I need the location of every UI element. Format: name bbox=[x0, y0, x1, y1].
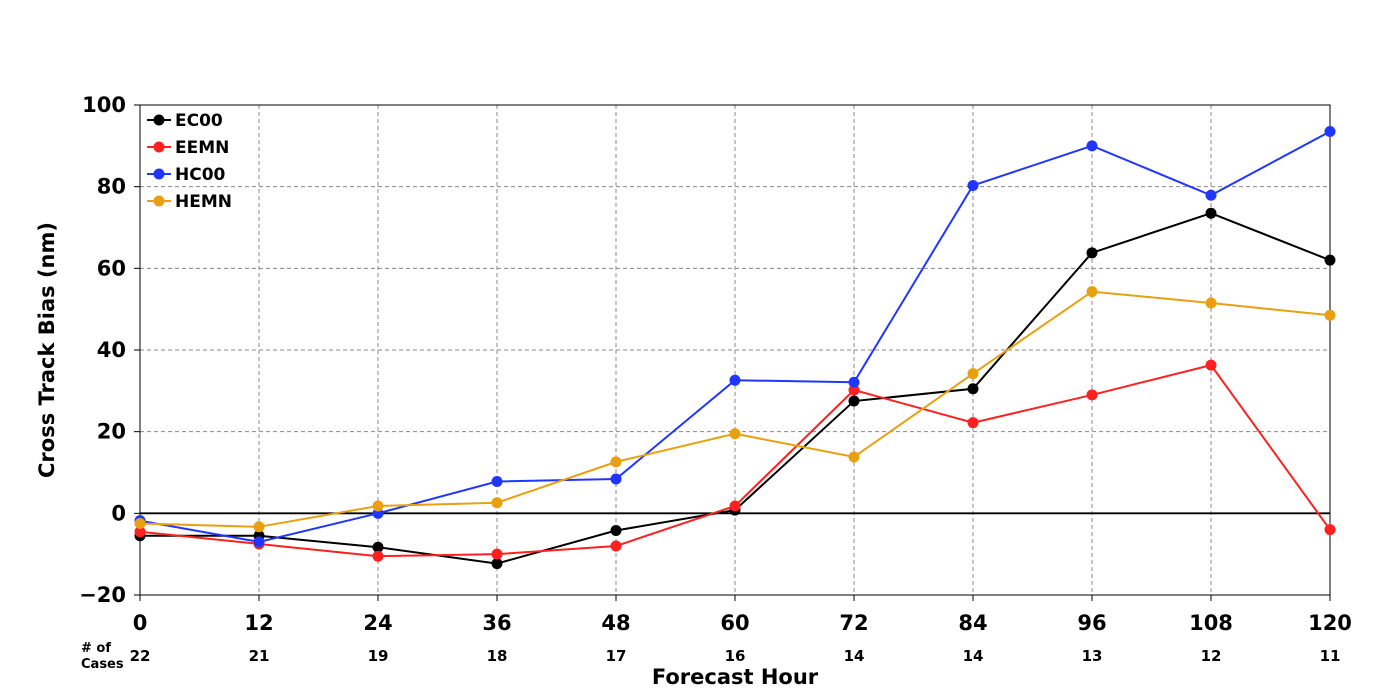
x-tick-label: 72 bbox=[839, 611, 868, 635]
data-point-hemn bbox=[1086, 286, 1098, 298]
data-point-ec00 bbox=[491, 558, 503, 570]
case-count-label: 12 bbox=[1201, 647, 1222, 665]
data-point-ec00 bbox=[1205, 207, 1217, 219]
legend-item-eemn: EEMN bbox=[147, 138, 229, 158]
data-point-hc00 bbox=[729, 374, 741, 386]
legend-item-hemn: HEMN bbox=[147, 192, 232, 212]
data-point-hemn bbox=[134, 518, 146, 530]
data-point-hemn bbox=[610, 456, 622, 468]
case-count-label: 14 bbox=[963, 647, 984, 665]
series-hemn bbox=[134, 286, 1336, 533]
data-point-hemn bbox=[729, 428, 741, 440]
data-point-eemn bbox=[967, 417, 979, 429]
legend-label-ec00: EC00 bbox=[175, 111, 223, 131]
legend: EC00 EEMN HC00 HEMN bbox=[147, 111, 232, 212]
case-count-label: 18 bbox=[487, 647, 508, 665]
data-point-hc00 bbox=[253, 536, 265, 548]
data-point-hc00 bbox=[967, 179, 979, 191]
case-count-label: 11 bbox=[1320, 647, 1341, 665]
data-point-ec00 bbox=[1324, 254, 1336, 266]
case-count-label: 16 bbox=[725, 647, 746, 665]
legend-label-eemn: EEMN bbox=[175, 138, 229, 158]
data-point-hc00 bbox=[491, 475, 503, 487]
data-point-hemn bbox=[967, 368, 979, 380]
data-point-eemn bbox=[848, 384, 860, 396]
data-point-eemn bbox=[1205, 359, 1217, 371]
case-count-label: 19 bbox=[368, 647, 389, 665]
data-point-hc00 bbox=[1205, 189, 1217, 201]
x-tick-label: 96 bbox=[1077, 611, 1106, 635]
x-tick-label: 120 bbox=[1308, 611, 1352, 635]
x-tick-label: 0 bbox=[133, 611, 148, 635]
data-point-eemn bbox=[610, 540, 622, 552]
data-point-hemn bbox=[253, 521, 265, 533]
y-tick-label: 0 bbox=[111, 501, 126, 525]
data-point-ec00 bbox=[1086, 247, 1098, 259]
x-tick-label: 60 bbox=[720, 611, 749, 635]
data-point-hc00 bbox=[610, 473, 622, 485]
series-hc00 bbox=[134, 126, 1336, 548]
series-eemn bbox=[134, 359, 1336, 562]
case-count-label: 17 bbox=[606, 647, 627, 665]
x-tick-label: 108 bbox=[1189, 611, 1233, 635]
x-tick-label: 48 bbox=[601, 611, 630, 635]
data-point-ec00 bbox=[372, 541, 384, 553]
x-tick-label: 24 bbox=[363, 611, 392, 635]
data-point-hemn bbox=[372, 500, 384, 512]
data-point-hemn bbox=[491, 497, 503, 509]
case-count-label: 13 bbox=[1082, 647, 1103, 665]
y-tick-label: 40 bbox=[97, 338, 126, 362]
legend-marker-hc00 bbox=[153, 168, 165, 180]
legend-marker-ec00 bbox=[153, 114, 165, 126]
data-point-ec00 bbox=[967, 383, 979, 395]
legend-marker-eemn bbox=[153, 141, 165, 153]
data-point-eemn bbox=[1324, 524, 1336, 536]
case-count-label: 22 bbox=[130, 647, 151, 665]
data-point-hemn bbox=[1205, 297, 1217, 309]
data-point-hemn bbox=[848, 451, 860, 463]
cases-caption-line-1: # of bbox=[81, 641, 111, 656]
y-tick-label: 100 bbox=[82, 93, 126, 117]
y-tick-label: 20 bbox=[97, 420, 126, 444]
data-point-eemn bbox=[729, 500, 741, 512]
data-point-ec00 bbox=[848, 395, 860, 407]
data-point-ec00 bbox=[610, 524, 622, 536]
legend-item-hc00: HC00 bbox=[147, 165, 226, 185]
x-tick-label: 36 bbox=[482, 611, 511, 635]
y-tick-label: 80 bbox=[97, 175, 126, 199]
legend-marker-hemn bbox=[153, 195, 165, 207]
legend-label-hc00: HC00 bbox=[175, 165, 226, 185]
data-point-hc00 bbox=[848, 376, 860, 388]
case-count-label: 21 bbox=[249, 647, 270, 665]
series-layer bbox=[134, 126, 1336, 570]
x-axis-title: Forecast Hour bbox=[652, 665, 819, 689]
legend-item-ec00: EC00 bbox=[147, 111, 223, 131]
data-point-eemn bbox=[134, 526, 146, 538]
y-tick-label: 60 bbox=[97, 256, 126, 280]
data-point-eemn bbox=[372, 550, 384, 562]
y-tick-label: −20 bbox=[79, 583, 126, 607]
cases-caption-line-2: Cases bbox=[81, 657, 124, 672]
data-point-hemn bbox=[1324, 309, 1336, 321]
data-point-hc00 bbox=[1324, 126, 1336, 138]
case-count-label: 14 bbox=[844, 647, 865, 665]
y-axis-title: Cross Track Bias (nm) bbox=[35, 222, 59, 478]
x-tick-label: 12 bbox=[244, 611, 273, 635]
data-point-eemn bbox=[1086, 389, 1098, 401]
axis-ticks: −20 0 20 40 60 80 100 0 22 12 21 24 19 36 18 48 17 60 16 72… bbox=[79, 93, 1352, 665]
data-point-hc00 bbox=[1086, 140, 1098, 152]
legend-label-hemn: HEMN bbox=[175, 192, 232, 212]
grid-lines bbox=[140, 105, 1330, 595]
x-tick-label: 84 bbox=[958, 611, 987, 635]
data-point-eemn bbox=[491, 548, 503, 560]
